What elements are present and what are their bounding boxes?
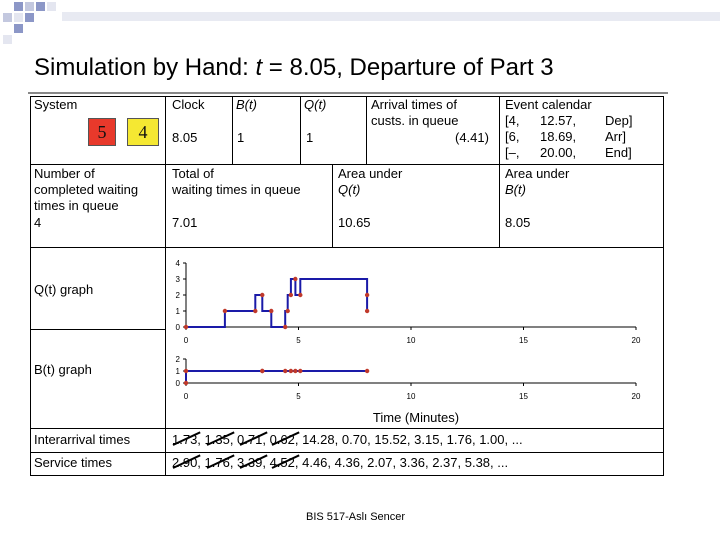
calendar-row-3-event: End] (605, 145, 632, 160)
qgraph-label: Q(t) graph (34, 282, 94, 297)
qgraph-ytick-label-1: 1 (176, 307, 181, 316)
area-b-label-1: Area under (505, 166, 570, 181)
bgraph-marker-0 (183, 380, 189, 386)
qgraph-xtick-label-2: 10 (407, 336, 416, 345)
total-wait-label-1: Total of (172, 166, 214, 181)
arrivals-value: (4.41) (455, 130, 489, 145)
qgraph-xtick-label-4: 20 (632, 336, 641, 345)
bgraph-xtick-label-2: 10 (407, 392, 416, 401)
area-q-label-2: Q(t) (338, 182, 361, 197)
calendar-row-3-time: 20.00, (540, 145, 577, 160)
system-label: System (34, 97, 78, 112)
qgraph-xtick-label-3: 15 (519, 336, 528, 345)
arrivals-label-2: custs. in queue (371, 113, 459, 128)
event-calendar-label: Event calendar (505, 97, 592, 112)
server-part-box: 4 (127, 118, 159, 146)
bgraph-marker-4 (283, 368, 288, 374)
calendar-row-1-type: [4, (505, 113, 520, 128)
qgraph-ytick-label-3: 3 (176, 275, 181, 284)
bgraph-marker-1 (183, 368, 189, 374)
bgraph-marker-6 (293, 368, 298, 374)
area-b-value: 8.05 (505, 215, 531, 230)
completed-label-3: times in queue (34, 198, 119, 213)
qgraph-ytick-label-2: 2 (176, 291, 181, 300)
bgraph-marker-7 (298, 368, 303, 374)
total-wait-label-2: waiting times in queue (172, 182, 301, 197)
qt-value: 1 (306, 130, 314, 145)
bgraph-xtick-label-3: 15 (519, 392, 528, 401)
area-q-value: 10.65 (338, 215, 371, 230)
bgraph-xtick-label-4: 20 (632, 392, 641, 401)
qgraph-marker-3 (260, 292, 265, 298)
qgraph-ytick-label-0: 0 (176, 323, 181, 332)
completed-label-2: completed waiting (34, 182, 139, 197)
qgraph-marker-1 (222, 308, 228, 314)
qgraph-series-line (186, 278, 369, 328)
qgraph-marker-4 (269, 308, 274, 314)
arrivals-label-1: Arrival times of (371, 97, 457, 112)
clock-label: Clock (172, 97, 205, 112)
area-b-label-2: B(t) (505, 182, 526, 197)
qgraph-marker-11 (364, 308, 370, 314)
bgraph-xlabel: Time (Minutes) (373, 410, 459, 425)
completed-label-1: Number of (34, 166, 95, 181)
qgraph-marker-8 (293, 276, 298, 282)
qgraph-marker-6 (285, 308, 290, 314)
completed-value: 4 (34, 215, 42, 230)
calendar-row-2-event: Arr] (605, 129, 626, 144)
calendar-row-1-event: Dep] (605, 113, 633, 128)
bgraph-xtick-label-1: 5 (296, 392, 301, 401)
page-title: Simulation by Hand: t = 8.05, Departure … (34, 54, 554, 81)
qgraph-xtick-label-0: 0 (184, 336, 189, 345)
service-values: 2.90, 1.76, 3.39, 4.52, 4.46, 4.36, 2.07… (172, 455, 509, 470)
bgraph-marker-3 (260, 368, 265, 374)
title-underline (28, 92, 668, 94)
calendar-row-1-time: 12.57, (540, 113, 577, 128)
bt-label: B(t) (236, 97, 257, 112)
total-wait-value: 7.01 (172, 215, 198, 230)
bgraph-marker-8 (364, 368, 370, 374)
bgraph-ytick-label-2: 2 (176, 355, 181, 364)
qgraph-marker-9 (298, 292, 303, 298)
calendar-row-2-type: [6, (505, 129, 520, 144)
qgraph-marker-5 (283, 324, 288, 330)
calendar-row-3-type: [–, (505, 145, 520, 160)
bgraph-ytick-label-1: 1 (176, 367, 181, 376)
qt-label: Q(t) (304, 97, 327, 112)
qgraph-ytick-label-4: 4 (176, 259, 181, 268)
bgraph-marker-5 (288, 368, 294, 374)
footer-credit: BIS 517-Aslı Sencer (306, 511, 406, 523)
service-label: Service times (34, 455, 113, 470)
qgraph-marker-7 (288, 292, 294, 298)
bgraph-series-line (185, 370, 368, 383)
interarrival-label: Interarrival times (34, 432, 131, 447)
calendar-row-2-time: 18.69, (540, 129, 577, 144)
qgraph-xtick-label-1: 5 (296, 336, 301, 345)
clock-value: 8.05 (172, 130, 198, 145)
bgraph-label: B(t) graph (34, 362, 92, 377)
qgraph-marker-10 (364, 292, 370, 298)
bgraph-xtick-label-0: 0 (184, 392, 189, 401)
bgraph-ytick-label-0: 0 (176, 379, 181, 388)
qgraph-marker-0 (183, 324, 189, 330)
bt-value: 1 (237, 130, 245, 145)
area-q-label-1: Area under (338, 166, 403, 181)
queue-part-box: 5 (88, 118, 116, 146)
qgraph-marker-2 (253, 308, 258, 314)
